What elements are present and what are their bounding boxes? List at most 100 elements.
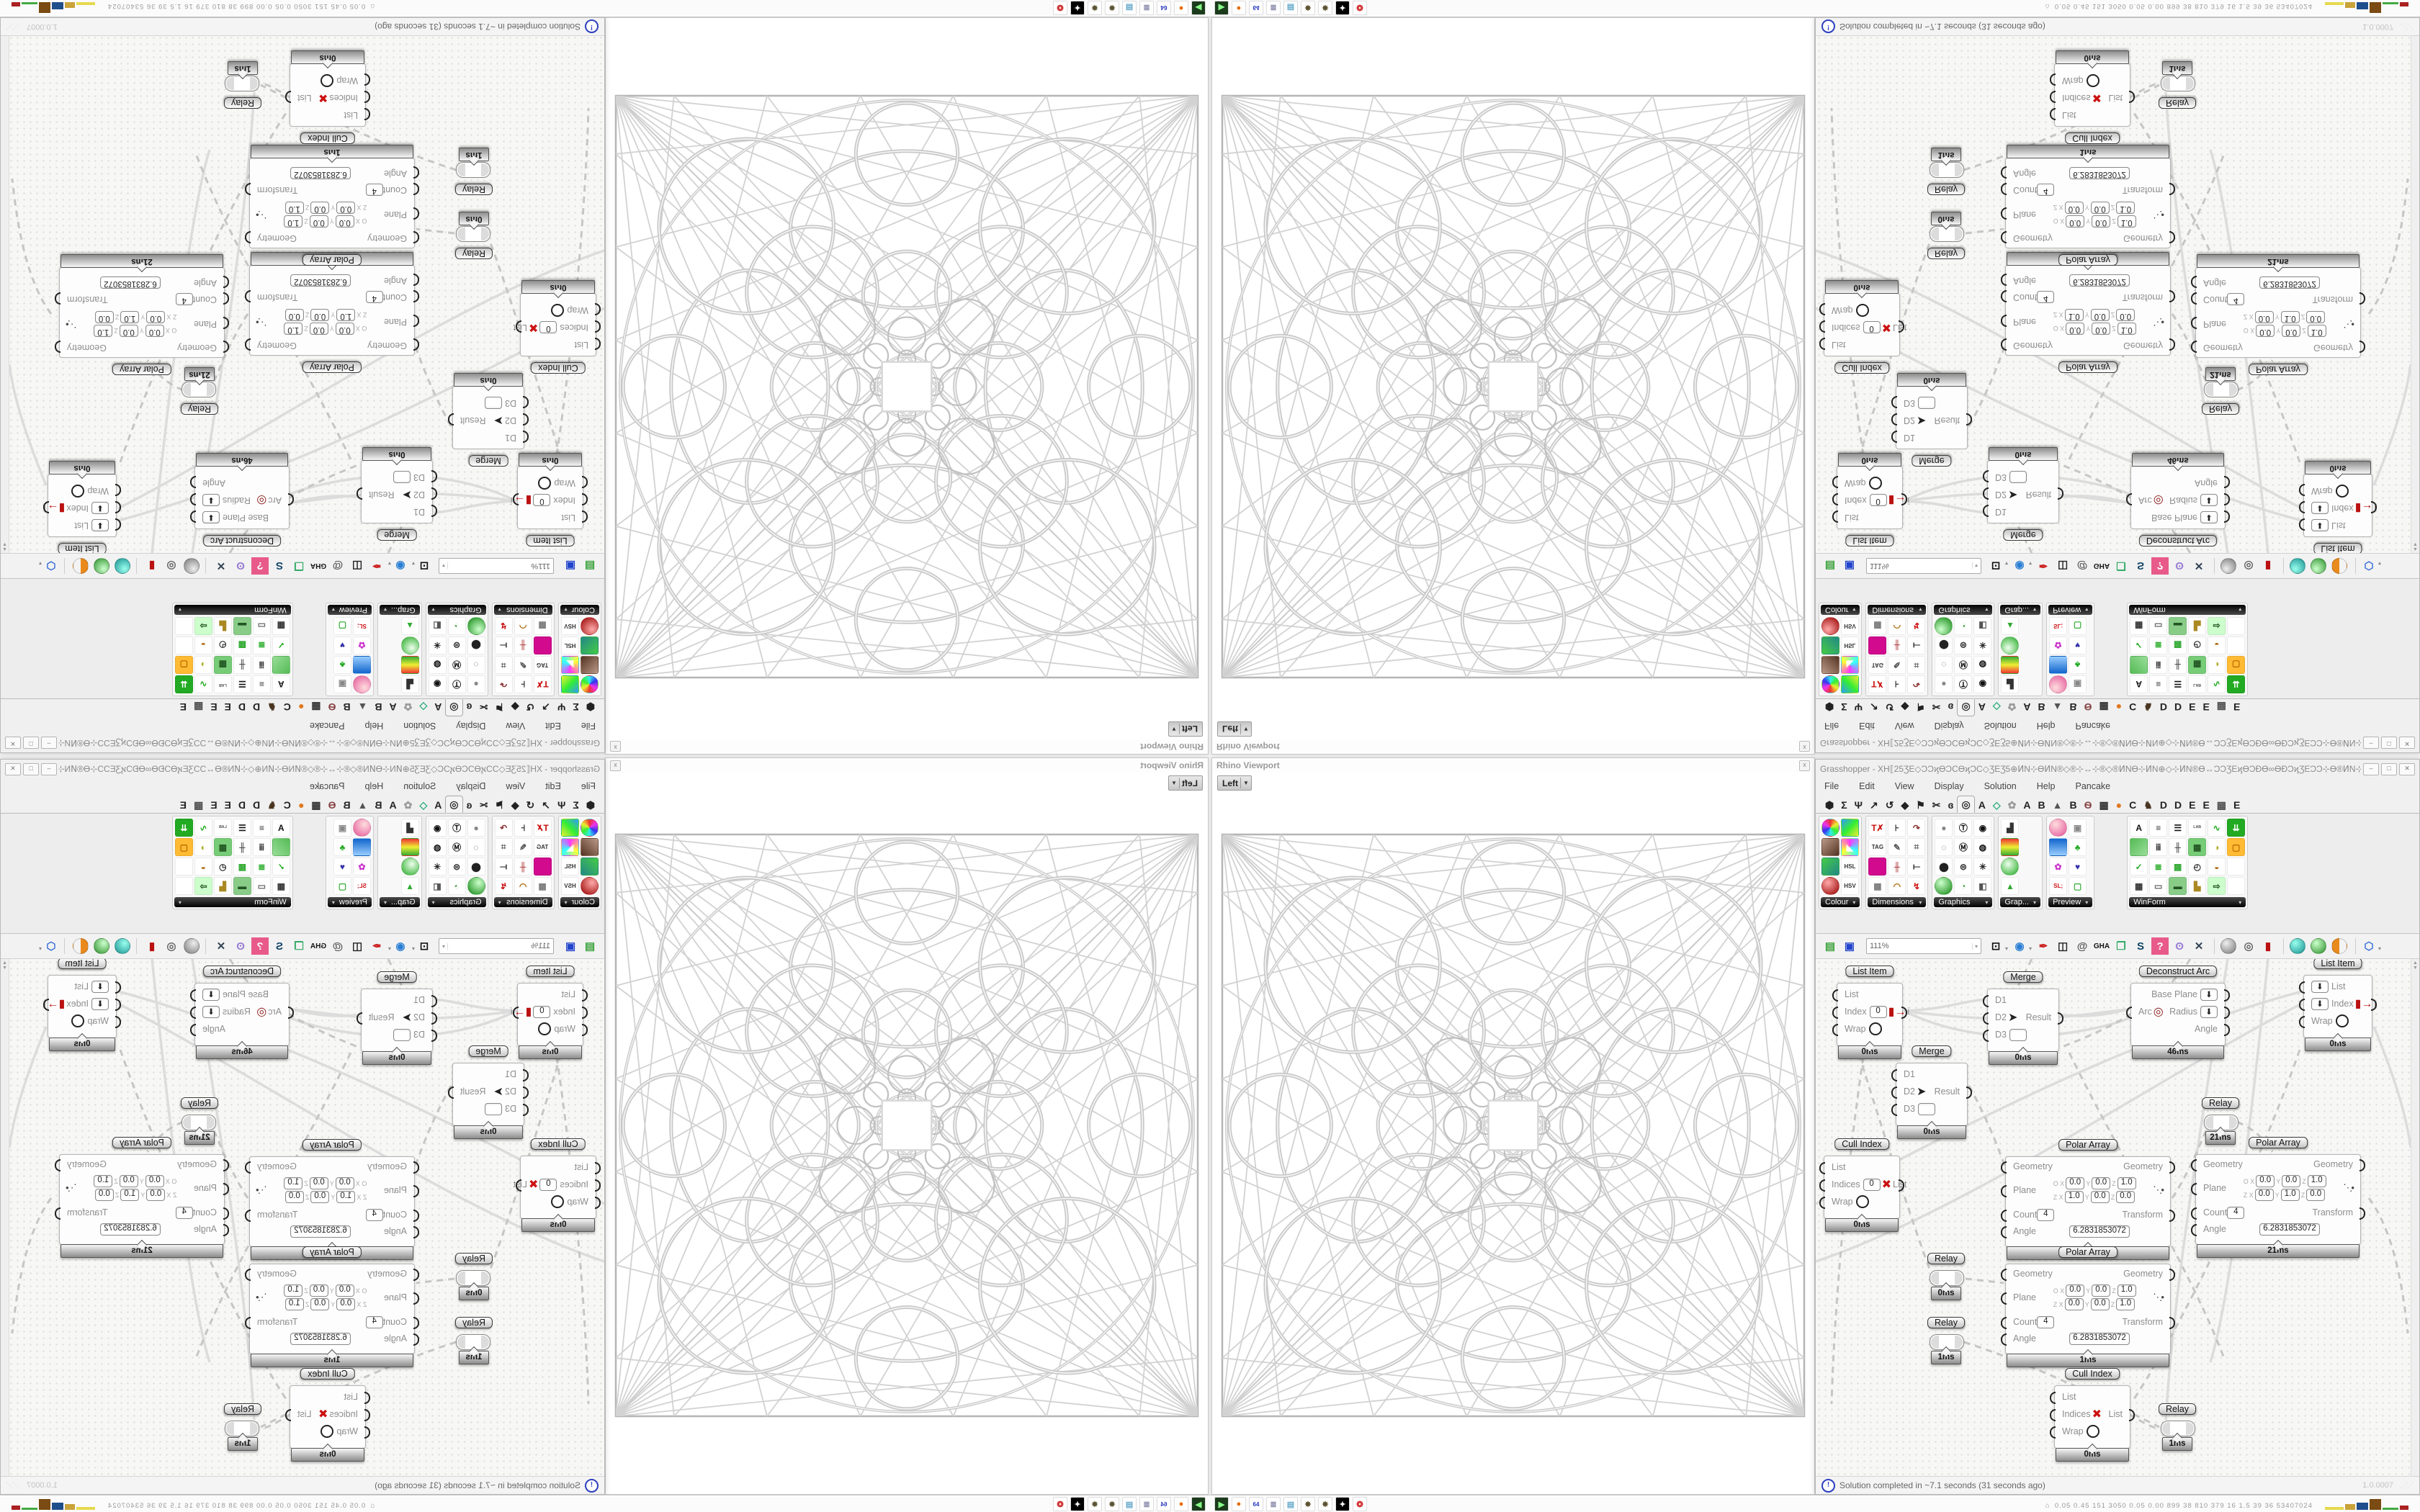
- palette-icon[interactable]: ⌗: [1907, 838, 1926, 856]
- plane-value[interactable]: 1.0: [2280, 311, 2300, 323]
- category-tab-22[interactable]: D: [253, 799, 261, 811]
- category-tab-6[interactable]: ⚑: [1916, 701, 1925, 713]
- palette-icon[interactable]: [581, 819, 599, 837]
- viewport-close-icon[interactable]: x: [610, 760, 621, 771]
- palette-icon[interactable]: TAG: [1868, 656, 1887, 674]
- wolf-icon[interactable]: ✦: [1070, 1, 1085, 15]
- category-tab-0[interactable]: ⬢: [1825, 701, 1834, 713]
- wrap-toggle[interactable]: [551, 304, 565, 317]
- wire-dashed[interactable]: [259, 1413, 292, 1431]
- wrap-toggle[interactable]: [2086, 74, 2099, 87]
- maximize-button[interactable]: □: [23, 762, 39, 775]
- chevron-down-icon[interactable]: ▾: [2378, 945, 2382, 952]
- grenade-icon[interactable]: ✸: [1301, 1497, 1315, 1511]
- wire-solid[interactable]: [434, 500, 517, 514]
- palette-group-label[interactable]: Dimensions ▾: [1868, 605, 1927, 615]
- plane-value[interactable]: 1.0: [2116, 1298, 2136, 1310]
- palette-icon[interactable]: [272, 838, 290, 856]
- palette-icon[interactable]: ▦: [213, 656, 232, 674]
- palette-icon[interactable]: ♣: [333, 656, 351, 674]
- menu-item-pancake[interactable]: Pancake: [309, 781, 345, 791]
- plane-value[interactable]: 0.0: [119, 1175, 138, 1187]
- wire-solid[interactable]: [1903, 500, 1986, 514]
- wire-dashed[interactable]: [1965, 228, 2004, 235]
- category-tab-5[interactable]: ◆: [1901, 701, 1909, 713]
- grenade-icon[interactable]: ✸: [1301, 1, 1315, 15]
- wrap-toggle[interactable]: [71, 485, 85, 498]
- output-flag[interactable]: ⬇: [202, 1005, 220, 1018]
- plane-value[interactable]: 0.0: [2092, 215, 2111, 228]
- palette-icon[interactable]: ▬: [2169, 877, 2187, 895]
- plane-value[interactable]: 1.0: [2117, 1177, 2136, 1189]
- wire-solid[interactable]: [117, 1002, 604, 1263]
- plane-value[interactable]: 1.0: [284, 323, 303, 335]
- palette-icon[interactable]: ⇨: [2208, 617, 2226, 635]
- wire-dashed[interactable]: [1963, 84, 2160, 171]
- plane-value[interactable]: 0.0: [2254, 1189, 2274, 1201]
- web-browser-icon[interactable]: ❐: [2116, 559, 2126, 572]
- input-value[interactable]: [485, 397, 503, 410]
- preview-mode-icon[interactable]: ◉: [395, 940, 405, 953]
- category-tab-6[interactable]: ⚑: [495, 799, 504, 811]
- palette-icon[interactable]: ≣: [252, 858, 271, 876]
- palette-icon[interactable]: ▣: [333, 819, 351, 837]
- palette-icon[interactable]: ◑: [194, 656, 212, 674]
- plane-value[interactable]: 0.0: [310, 202, 330, 214]
- palette-icon[interactable]: ◒: [2208, 636, 2226, 654]
- palette-icon[interactable]: ▭: [2149, 617, 2168, 635]
- node-canvas[interactable]: ▲ ▼ List Item List Index 0: [1816, 959, 2419, 1476]
- plane-value[interactable]: 0.0: [309, 1284, 328, 1297]
- palette-icon[interactable]: ✎: [1888, 838, 1906, 856]
- palette-icon[interactable]: [467, 617, 485, 635]
- plane-value[interactable]: 1.0: [284, 1177, 303, 1189]
- plane-value[interactable]: 0.0: [2064, 1298, 2084, 1310]
- palette-icon[interactable]: ▦: [2130, 617, 2148, 635]
- palette-icon[interactable]: ◑: [2208, 838, 2226, 856]
- wire-solid[interactable]: [2061, 1008, 2130, 1017]
- scroll-down-icon[interactable]: ▼: [2, 966, 7, 971]
- node-canvas[interactable]: ▲ ▼ List Item List Index 0: [1, 959, 604, 1476]
- palette-icon[interactable]: ◌: [1935, 838, 1953, 856]
- palette-icon[interactable]: A: [2130, 675, 2148, 693]
- grenade-icon-2[interactable]: ✸: [1318, 1497, 1332, 1511]
- palette-icon[interactable]: ▢: [2069, 617, 2087, 635]
- chevron-down-icon[interactable]: ▾: [38, 945, 42, 952]
- plane-value[interactable]: 0.0: [2116, 1191, 2136, 1203]
- rings-icon[interactable]: ◎: [2244, 559, 2254, 572]
- scroll-doc-icon[interactable]: ≣: [1139, 1497, 1154, 1511]
- palette-icon[interactable]: ☰: [233, 675, 251, 693]
- plane-value[interactable]: 1.0: [2117, 1284, 2136, 1297]
- wire-dashed[interactable]: [2367, 178, 2409, 315]
- palette-icon[interactable]: ▦: [2188, 656, 2207, 674]
- wire-dashed[interactable]: [1965, 1277, 2004, 1284]
- palette-icon[interactable]: HSV: [561, 877, 579, 895]
- plane-value[interactable]: 1.0: [284, 1298, 304, 1310]
- category-tab-5[interactable]: ◆: [511, 701, 519, 713]
- wire-dashed[interactable]: [412, 339, 452, 427]
- grenade-icon[interactable]: ✸: [1105, 1, 1119, 15]
- app-monitor-icon[interactable]: ▶: [1191, 1, 1206, 15]
- count-value[interactable]: 4: [2227, 293, 2245, 306]
- category-tab-23[interactable]: D: [2174, 799, 2182, 811]
- palette-icon[interactable]: ◑: [2208, 656, 2226, 674]
- palette-icon[interactable]: ╫: [233, 656, 251, 674]
- angle-value[interactable]: 6.2831853072: [2259, 1223, 2320, 1236]
- plane-value[interactable]: 0.0: [2282, 1175, 2301, 1187]
- angle-value[interactable]: 6.2831853072: [290, 167, 351, 180]
- chevron-down-icon[interactable]: ▾: [387, 560, 391, 567]
- count-value[interactable]: 4: [365, 1208, 383, 1221]
- wire-dashed[interactable]: [488, 1053, 563, 1274]
- viewport-close-icon[interactable]: x: [610, 741, 621, 752]
- palette-icon[interactable]: ◠: [1888, 877, 1906, 895]
- palette-icon[interactable]: ◔: [1954, 617, 1973, 635]
- category-tab-26[interactable]: ▩: [2216, 799, 2227, 811]
- grenade-icon-2[interactable]: ✸: [1318, 1, 1332, 15]
- category-tab-6[interactable]: ⚑: [495, 701, 504, 713]
- palette-icon[interactable]: HSL: [561, 858, 579, 876]
- palette-icon[interactable]: ⬤: [467, 636, 485, 654]
- finder-icon[interactable]: S: [275, 559, 283, 572]
- plane-value[interactable]: 1.0: [2116, 202, 2136, 214]
- category-tab-6[interactable]: ⚑: [1916, 799, 1925, 811]
- category-tab-13[interactable]: A: [389, 701, 397, 713]
- plane-value[interactable]: 0.0: [94, 1189, 114, 1201]
